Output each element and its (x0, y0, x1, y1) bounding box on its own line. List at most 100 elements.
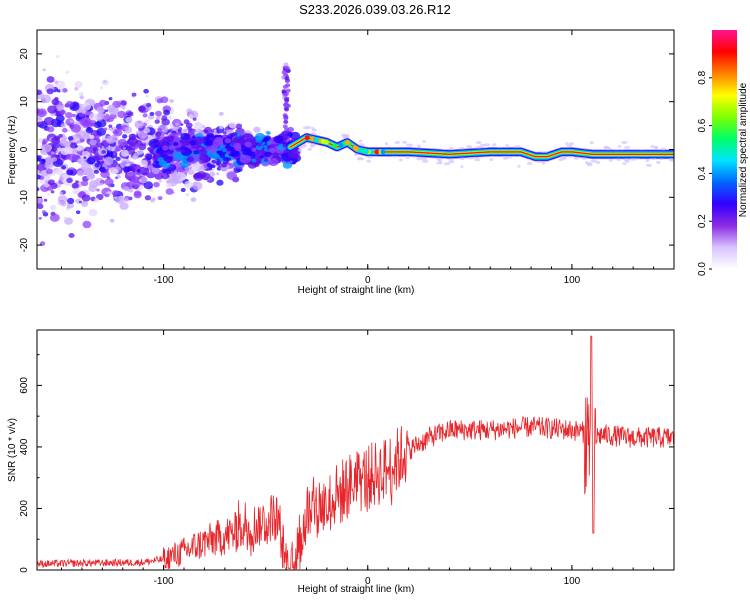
spectrogram-noise-blob (143, 88, 149, 94)
ridge-scatter (311, 128, 318, 132)
spectrogram-noise-blob (190, 197, 197, 202)
spectrogram-noise-blob (123, 166, 131, 173)
spectrogram-noise-blob (74, 81, 83, 88)
ridge-scatter (536, 160, 542, 164)
ridge-scatter (526, 162, 533, 166)
spectrogram-noise-blob (65, 100, 74, 108)
spectrogram-noise-blob (143, 127, 151, 134)
spectrogram-band-blob (179, 160, 190, 168)
spectrogram-noise-blob (43, 116, 55, 126)
spectrogram-band-blob (172, 141, 179, 147)
spectrogram-noise-blob (59, 109, 66, 115)
spectrogram-noise-blob (65, 70, 70, 74)
spectrogram-noise-blob (201, 168, 205, 172)
spectrogram-band-blob (251, 158, 257, 163)
spectrogram-band-blob (232, 132, 238, 137)
spectrogram-band-blob (157, 139, 168, 148)
spectrogram-noise-blob (43, 198, 48, 202)
ridge-scatter (617, 144, 622, 148)
ridge-scatter (422, 157, 428, 161)
spectrogram-noise-blob (88, 113, 98, 121)
spectrogram-noise-blob (60, 123, 67, 128)
spectrogram-noise-blob (61, 127, 68, 133)
spectrogram-ytick-label: 0 (19, 146, 30, 152)
spectrogram-noise-blob (45, 168, 53, 175)
spectrogram-noise-blob (81, 102, 92, 111)
spectrogram-noise-blob (219, 125, 224, 130)
spectrogram-noise-blob (46, 88, 54, 95)
snr-ytick-label: 600 (19, 377, 30, 394)
spectrogram-band-blob (175, 147, 182, 152)
spectrogram-noise-blob (109, 218, 115, 223)
spectrogram-noise-blob (42, 138, 49, 144)
ridge-scatter (505, 144, 509, 148)
snr-panel: -100 0 100 0 200 400 600 Height of straight li… (7, 329, 675, 595)
spectrogram-noise-blob (120, 150, 130, 157)
ridge-hotspot (314, 137, 320, 143)
ridge-scatter (581, 156, 587, 160)
spectrogram-noise-blob (44, 164, 49, 168)
spectrogram-noise-blob (134, 120, 144, 129)
snr-ylabel: SNR (10 * v/v) (7, 418, 18, 482)
spectrogram-noise-blob (67, 136, 74, 141)
spectrogram-noise-blob (122, 107, 126, 110)
spectrogram-noise-blob (127, 148, 136, 155)
spectrogram-noise-blob (58, 106, 63, 111)
snr-xlabel: Height of straight line (km) (298, 584, 415, 595)
spectrogram-noise-blob (37, 121, 44, 128)
spectrogram-noise-blob (107, 165, 111, 168)
spectrogram-band-blob (155, 131, 162, 137)
ridge-scatter (660, 147, 666, 151)
spectrogram-noise-blob (55, 55, 60, 59)
spectrogram-xtick-label: -100 (154, 275, 174, 286)
spectrogram-noise-blob (133, 191, 142, 199)
spectrogram-noise-blob (46, 126, 55, 133)
spectrogram-band-blob (270, 147, 276, 152)
spectrogram-noise-blob (119, 202, 129, 210)
ridge-scatter (514, 145, 521, 149)
spectrogram-noise-blob (72, 188, 80, 195)
spectrogram-noise-blob (204, 129, 209, 133)
spectrogram-noise-blob (75, 180, 79, 184)
spectrogram-spike-blob (282, 124, 288, 129)
spectrogram-spike-blob (284, 107, 290, 112)
ridge-scatter (467, 156, 475, 160)
ridge-scatter (589, 141, 594, 145)
spectrogram-noise-blob (57, 195, 68, 204)
spectrogram-noise-blob (118, 169, 123, 173)
spectrogram-noise-blob (125, 163, 130, 167)
spectrogram-band-blob (162, 145, 169, 151)
spectrogram-noise-blob (123, 112, 128, 117)
ridge-scatter (608, 158, 613, 162)
snr-xtick-label: 100 (564, 576, 581, 587)
spectrogram-noise-blob (139, 176, 148, 184)
spectrogram-noise-blob (123, 197, 129, 202)
spectrogram-noise-blob (85, 168, 93, 174)
ridge-scatter (406, 143, 414, 147)
spectrogram-noise-blob (88, 208, 98, 217)
spectrogram-noise-blob (171, 172, 182, 181)
spectrogram-noise-blob (169, 99, 174, 103)
spectrogram-noise-blob (66, 206, 70, 209)
spectrogram-noise-blob (94, 162, 100, 168)
ridge-hotspot (304, 135, 310, 141)
spectrogram-ytick-label: -20 (19, 237, 30, 252)
spectrogram-band-blob (218, 140, 223, 145)
ridge-scatter (474, 158, 481, 162)
spectrogram-noise-blob (90, 149, 96, 154)
ridge-scatter (405, 155, 410, 159)
spectrogram-noise-blob (117, 138, 128, 147)
ridge-hotspot (345, 140, 351, 146)
spectrogram-spike-blob (283, 102, 289, 107)
spectrogram-noise-blob (78, 91, 84, 97)
spectrogram-noise-blob (135, 143, 141, 148)
ridge-scatter (489, 158, 494, 162)
ridge-scatter (459, 157, 465, 161)
spectrogram-noise-blob (55, 145, 60, 148)
colorbar-tick-label: 0.4 (697, 166, 708, 180)
spectrogram-noise-blob (47, 105, 58, 114)
spectrogram-noise-blob (100, 182, 104, 186)
ridge-scatter (475, 145, 483, 149)
spectrogram-band-blob (220, 162, 228, 168)
